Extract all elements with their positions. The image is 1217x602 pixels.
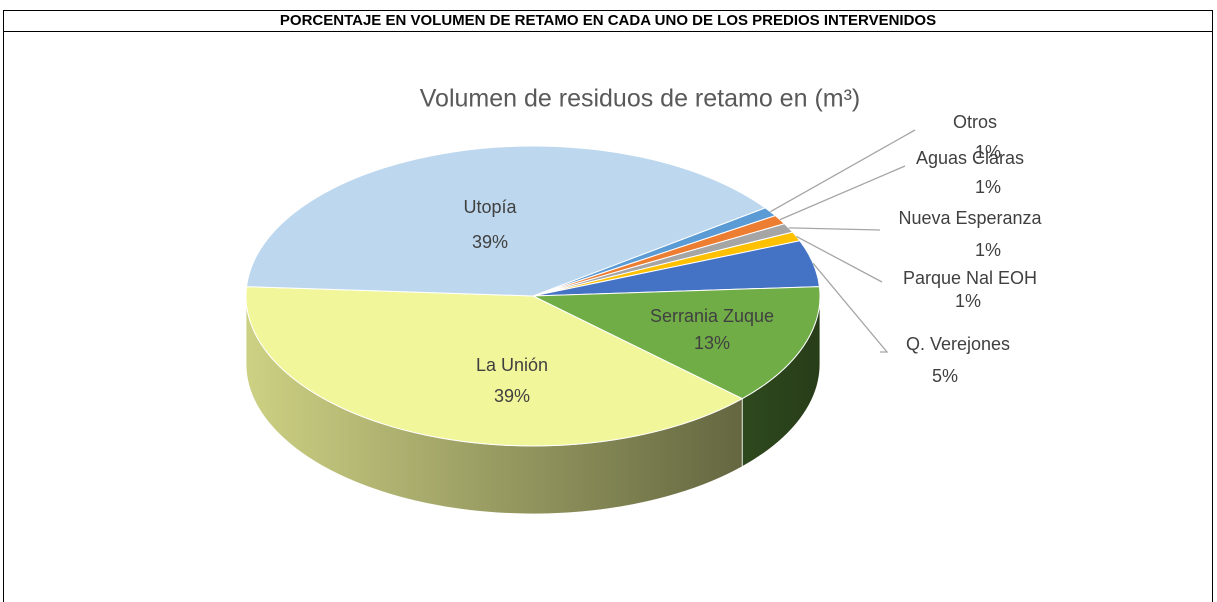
slice-value-label: 5% [932, 366, 958, 386]
slice-label: Parque Nal EOH [903, 268, 1037, 288]
leader-line [788, 227, 881, 231]
slice-label: Serrania Zuque [650, 306, 774, 326]
leader-line [812, 262, 889, 353]
slice-value-label: 1% [955, 291, 981, 311]
slice-value-label: 39% [472, 232, 508, 252]
pie-slice [532, 286, 821, 400]
pie-slice [245, 286, 744, 447]
slice-value-label: 1% [975, 177, 1001, 197]
leader-line [770, 129, 916, 213]
slice-label: La Unión [476, 355, 548, 375]
frame [3, 10, 1213, 602]
slice-label: Otros [953, 112, 997, 132]
slice-value-label: 1% [975, 240, 1001, 260]
slice-value-label: 13% [694, 333, 730, 353]
slice-value-label: 1% [975, 142, 1001, 162]
slice-label: Utopía [463, 197, 517, 217]
header: PORCENTAJE EN VOLUMEN DE RETAMO EN CADA … [280, 12, 936, 29]
slice-label: Q. Verejones [906, 334, 1010, 354]
slice-label: Nueva Esperanza [898, 208, 1042, 228]
leader-line [779, 165, 906, 221]
slice-label: Aguas Claras [916, 148, 1024, 168]
pie-slice [246, 145, 767, 297]
chart-title: Volumen de residuos de retamo en (m³) [420, 85, 861, 113]
slice-value-label: 39% [494, 386, 530, 406]
leader-line [796, 235, 883, 283]
